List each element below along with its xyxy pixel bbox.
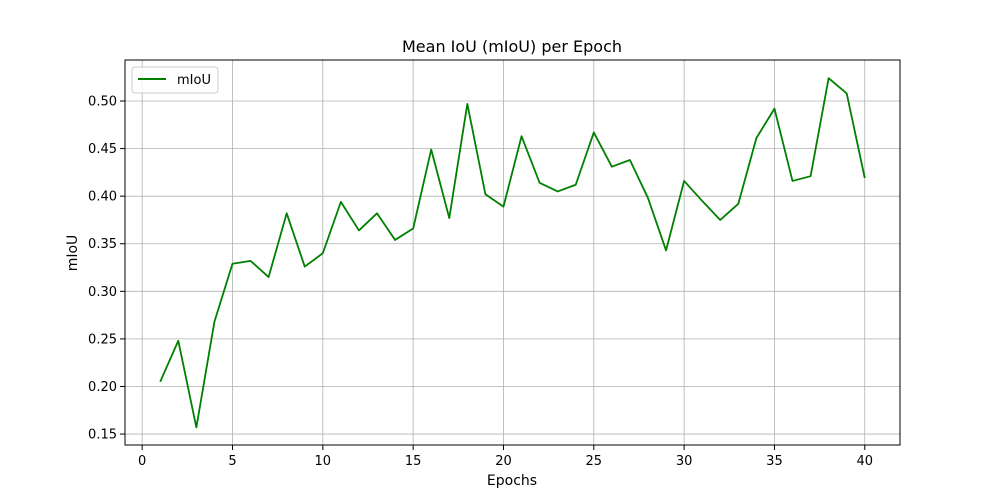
y-tick-label: 0.50 (88, 95, 117, 110)
x-tick-label: 15 (405, 454, 422, 469)
y-tick-label: 0.45 (88, 142, 117, 157)
x-tick-label: 35 (766, 454, 783, 469)
y-tick-label: 0.40 (88, 190, 117, 205)
chart-title: Mean IoU (mIoU) per Epoch (402, 37, 622, 56)
grid-lines (125, 60, 900, 445)
legend-label-miou: mIoU (177, 73, 211, 88)
x-tick-label: 0 (138, 454, 146, 469)
x-tick-label: 40 (856, 454, 873, 469)
x-tick-label: 5 (228, 454, 236, 469)
x-tick-label: 20 (495, 454, 512, 469)
y-tick-label: 0.30 (88, 285, 117, 300)
y-tick-label: 0.25 (88, 332, 117, 347)
y-tick-label: 0.15 (88, 428, 117, 443)
y-axis-title: mIoU (65, 235, 81, 272)
legend-frame (131, 66, 219, 94)
legend: mIoU (131, 66, 219, 94)
x-axis-title: Epochs (487, 473, 537, 489)
series-line-miou (159, 77, 866, 429)
y-tick-label: 0.35 (88, 237, 117, 252)
axis-ticks: 0 5 10 15 20 25 30 35 40 0.15 0.20 0.25 0.30 0.35 0.40… (88, 95, 873, 469)
y-tick-label: 0.20 (88, 380, 117, 395)
plot-area-frame (124, 59, 901, 446)
x-tick-label: 25 (586, 454, 603, 469)
x-tick-label: 30 (676, 454, 693, 469)
series-layer (159, 77, 866, 429)
x-tick-label: 10 (315, 454, 332, 469)
